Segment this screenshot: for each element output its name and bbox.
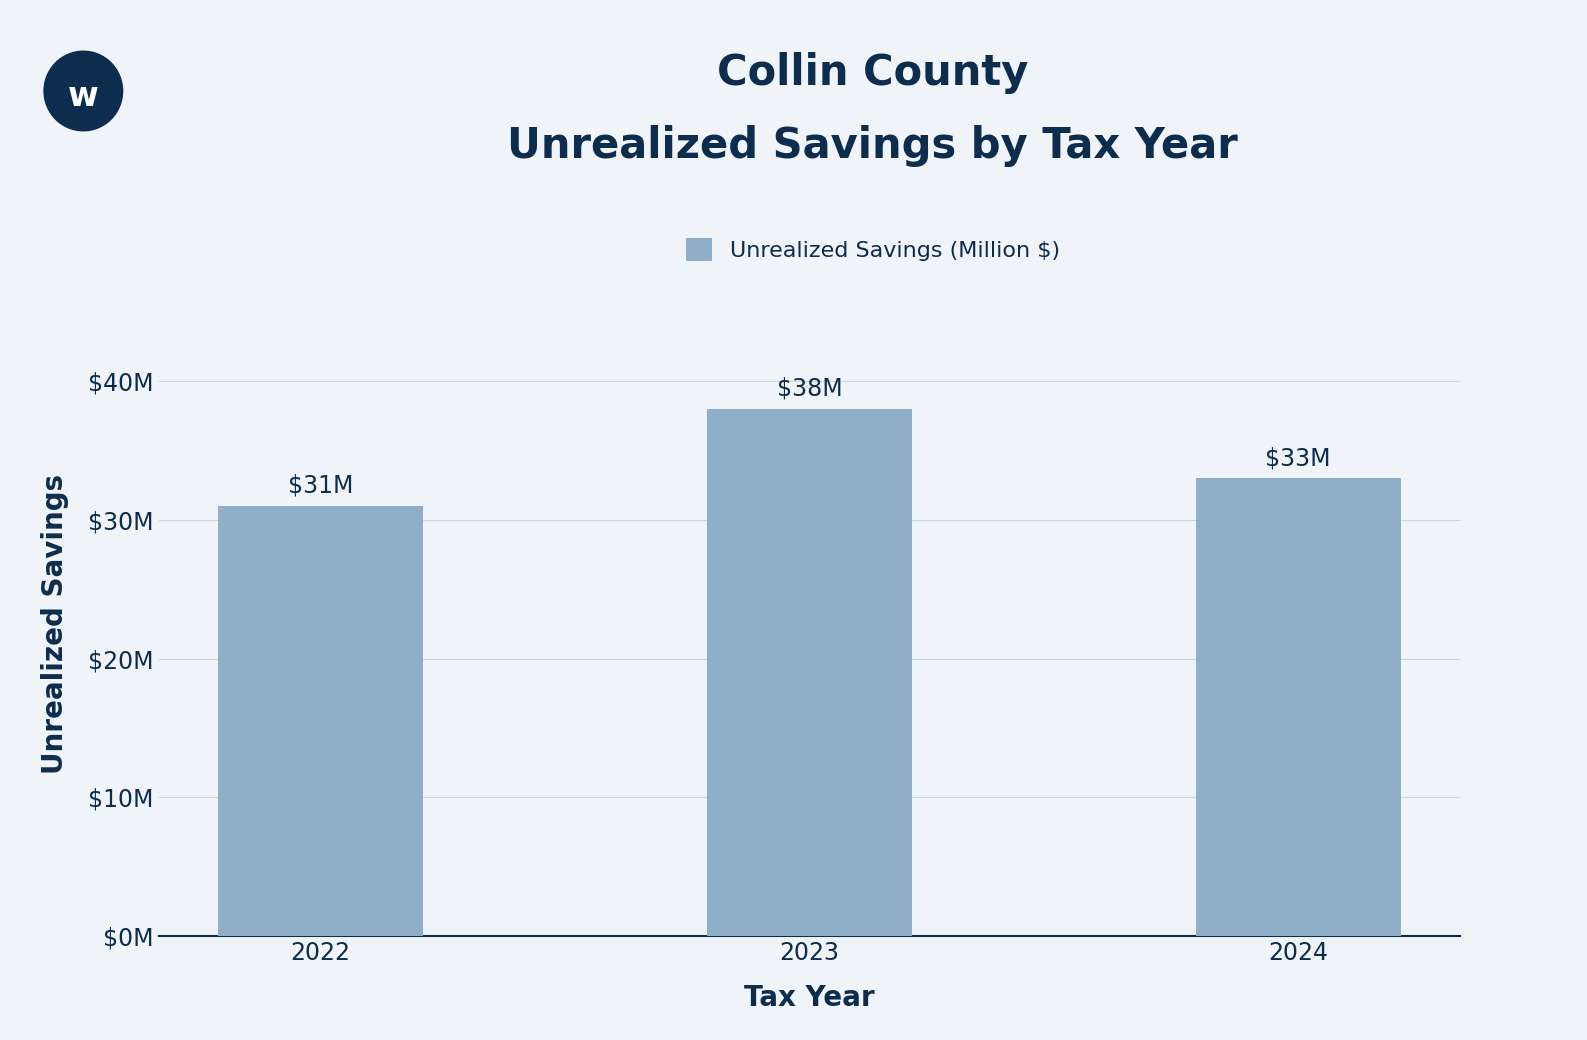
Legend: Unrealized Savings (Million $): Unrealized Savings (Million $) [676, 230, 1070, 270]
Bar [706, 409, 913, 936]
Text: $38M: $38M [776, 376, 843, 400]
X-axis label: Tax Year: Tax Year [744, 984, 874, 1012]
Bar [1195, 478, 1401, 936]
Y-axis label: Unrealized Savings: Unrealized Savings [41, 474, 68, 774]
Text: $33M: $33M [1265, 446, 1331, 470]
Text: Collin County: Collin County [717, 52, 1028, 94]
Text: $31M: $31M [287, 474, 354, 498]
Circle shape [44, 51, 122, 131]
Text: Unrealized Savings by Tax Year: Unrealized Savings by Tax Year [508, 125, 1238, 166]
Text: w: w [68, 80, 98, 112]
Bar [217, 506, 424, 936]
